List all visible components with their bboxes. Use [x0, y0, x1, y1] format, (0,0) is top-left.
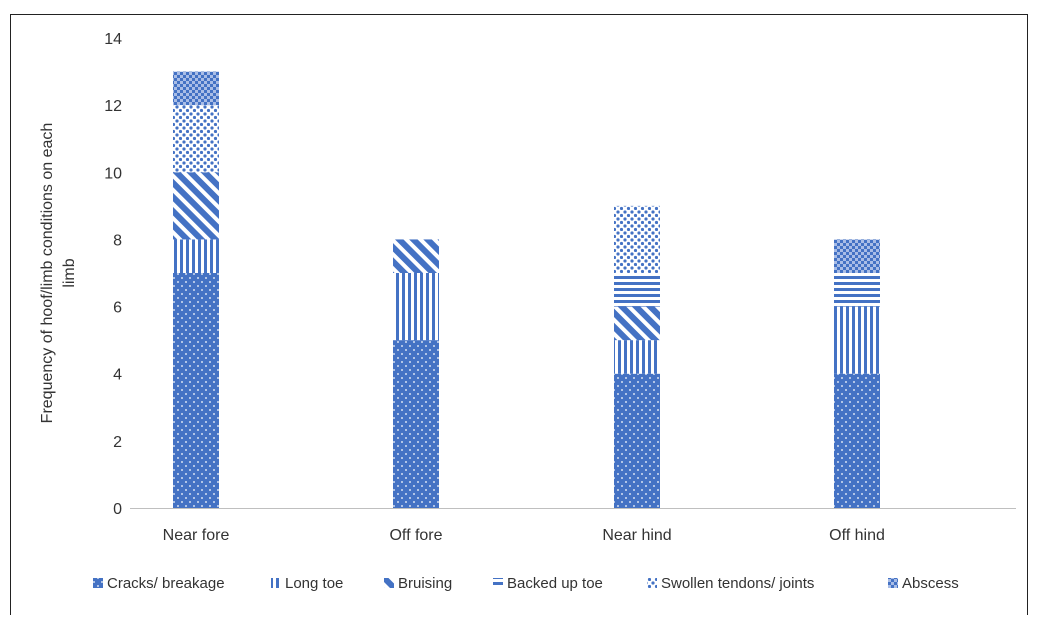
x-tick-label: Near fore: [163, 527, 230, 544]
legend-label: Bruising: [398, 575, 452, 592]
bar-segment-2-4: [614, 205, 660, 273]
bar-segment-0-0: [173, 273, 219, 508]
bar-segment-3-5: [834, 239, 880, 273]
bar-segment-1-1: [393, 273, 439, 341]
bar-segment-1-2: [393, 239, 439, 273]
legend-label: Abscess: [902, 575, 959, 592]
y-tick-label: 14: [104, 31, 122, 48]
bar-segment-3-3: [834, 273, 880, 307]
legend-label: Cracks/ breakage: [107, 575, 225, 592]
bar-segment-0-2: [173, 172, 219, 240]
y-tick-label: 12: [104, 98, 122, 115]
y-tick-label: 6: [113, 300, 122, 317]
bar-segment-0-1: [173, 239, 219, 273]
y-axis-title-line: limb: [61, 258, 78, 287]
legend-label: Long toe: [285, 575, 343, 592]
bar-segment-0-4: [173, 105, 219, 173]
x-tick-label: Near hind: [602, 527, 671, 544]
bar-segment-3-1: [834, 306, 880, 374]
legend: Cracks/ breakage Long toe Bruising Backed u…: [93, 575, 959, 592]
bar-segment-2-2: [614, 306, 660, 341]
y-tick-label: 10: [104, 165, 122, 182]
y-tick-label: 2: [113, 434, 122, 451]
legend-label: Swollen tendons/ joints: [661, 575, 814, 592]
y-tick-label: 8: [113, 232, 122, 249]
legend-swatch: [493, 578, 503, 588]
legend-swatch: [93, 578, 103, 588]
y-axis-ticks: 0 2 4 6 8 10 12 14: [104, 31, 122, 518]
legend-swatch: [647, 578, 657, 588]
legend-swatch: [384, 578, 394, 588]
bar-segment-0-5: [173, 71, 219, 106]
legend-swatch: [888, 578, 898, 588]
x-tick-label: Off fore: [389, 527, 442, 544]
x-tick-label: Off hind: [829, 527, 885, 544]
y-tick-label: 0: [113, 501, 122, 518]
legend-label: Backed up toe: [507, 575, 603, 592]
bar-segment-2-0: [614, 373, 660, 508]
legend-swatch: [271, 578, 281, 588]
y-axis-title-line: Frequency of hoof/limb conditions on eac…: [39, 123, 56, 424]
bar-segment-3-0: [834, 373, 880, 508]
bars: [173, 71, 880, 508]
bar-segment-2-1: [614, 340, 660, 374]
y-tick-label: 4: [113, 367, 122, 384]
chart-frame: [10, 14, 1028, 615]
bar-segment-1-0: [393, 340, 439, 508]
bar-segment-2-3: [614, 273, 660, 307]
y-axis-title: Frequency of hoof/limb conditions on eac…: [39, 123, 78, 424]
x-axis-ticks: Near fore Off fore Near hind Off hind: [163, 527, 885, 544]
